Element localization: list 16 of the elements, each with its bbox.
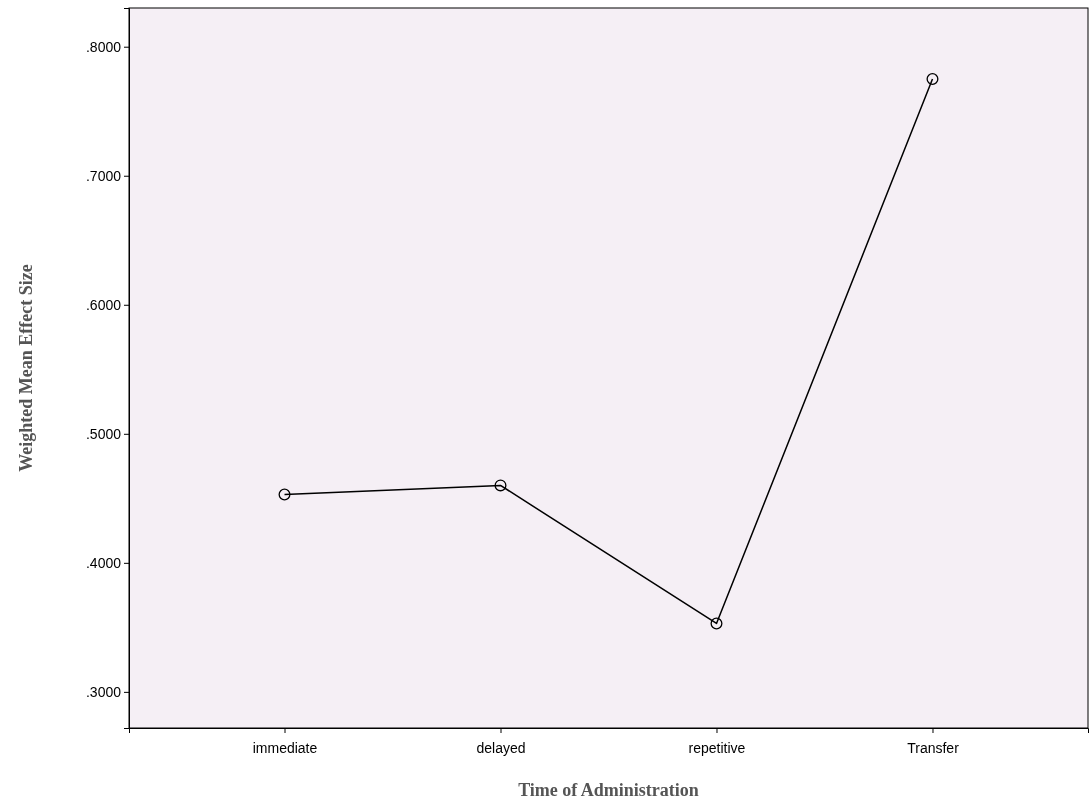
y-tick-label: .3000	[85, 683, 122, 700]
x-tick-label: immediate	[252, 739, 318, 756]
y-axis-title: Weighted Mean Effect Size	[16, 264, 36, 472]
y-tick-label: .4000	[85, 554, 122, 571]
x-tick-label: repetitive	[688, 739, 746, 756]
x-tick-label: delayed	[476, 739, 526, 756]
y-tick-label: .7000	[85, 167, 122, 184]
point	[278, 488, 291, 501]
y-tick-label: .5000	[85, 425, 122, 442]
point	[926, 72, 939, 85]
x-axis-title: Time of Administration	[518, 780, 699, 800]
x-tick-label: Transfer	[907, 739, 960, 756]
y-tick-label: .6000	[85, 296, 122, 313]
y-tick-label: .8000	[85, 38, 122, 55]
point	[494, 479, 507, 492]
point	[710, 617, 723, 630]
